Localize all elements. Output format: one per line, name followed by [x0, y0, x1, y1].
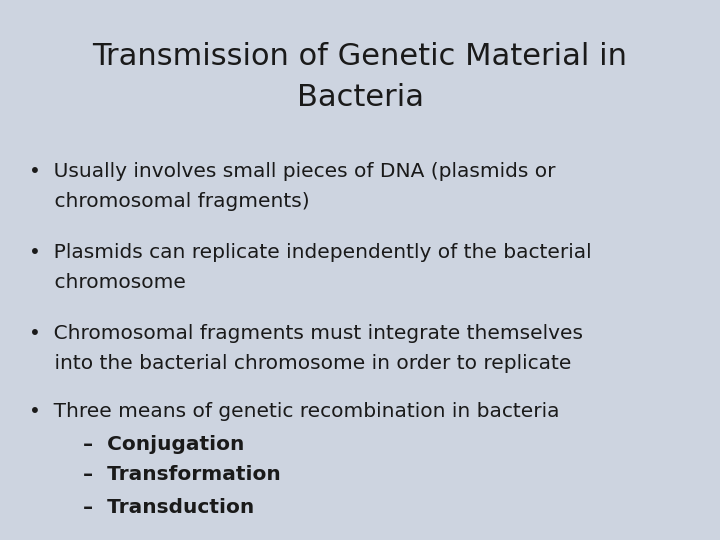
- Text: •  Three means of genetic recombination in bacteria: • Three means of genetic recombination i…: [29, 402, 559, 421]
- Text: •  Chromosomal fragments must integrate themselves: • Chromosomal fragments must integrate t…: [29, 324, 582, 343]
- Text: –  Transformation: – Transformation: [83, 465, 281, 484]
- Text: –  Transduction: – Transduction: [83, 498, 254, 517]
- Text: Bacteria: Bacteria: [297, 83, 423, 112]
- Text: •  Usually involves small pieces of DNA (plasmids or: • Usually involves small pieces of DNA (…: [29, 162, 555, 181]
- Text: chromosome: chromosome: [29, 273, 186, 292]
- Text: –  Conjugation: – Conjugation: [83, 435, 244, 454]
- Text: chromosomal fragments): chromosomal fragments): [29, 192, 310, 211]
- Text: into the bacterial chromosome in order to replicate: into the bacterial chromosome in order t…: [29, 354, 571, 373]
- Text: Transmission of Genetic Material in: Transmission of Genetic Material in: [92, 42, 628, 71]
- Text: •  Plasmids can replicate independently of the bacterial: • Plasmids can replicate independently o…: [29, 243, 591, 262]
